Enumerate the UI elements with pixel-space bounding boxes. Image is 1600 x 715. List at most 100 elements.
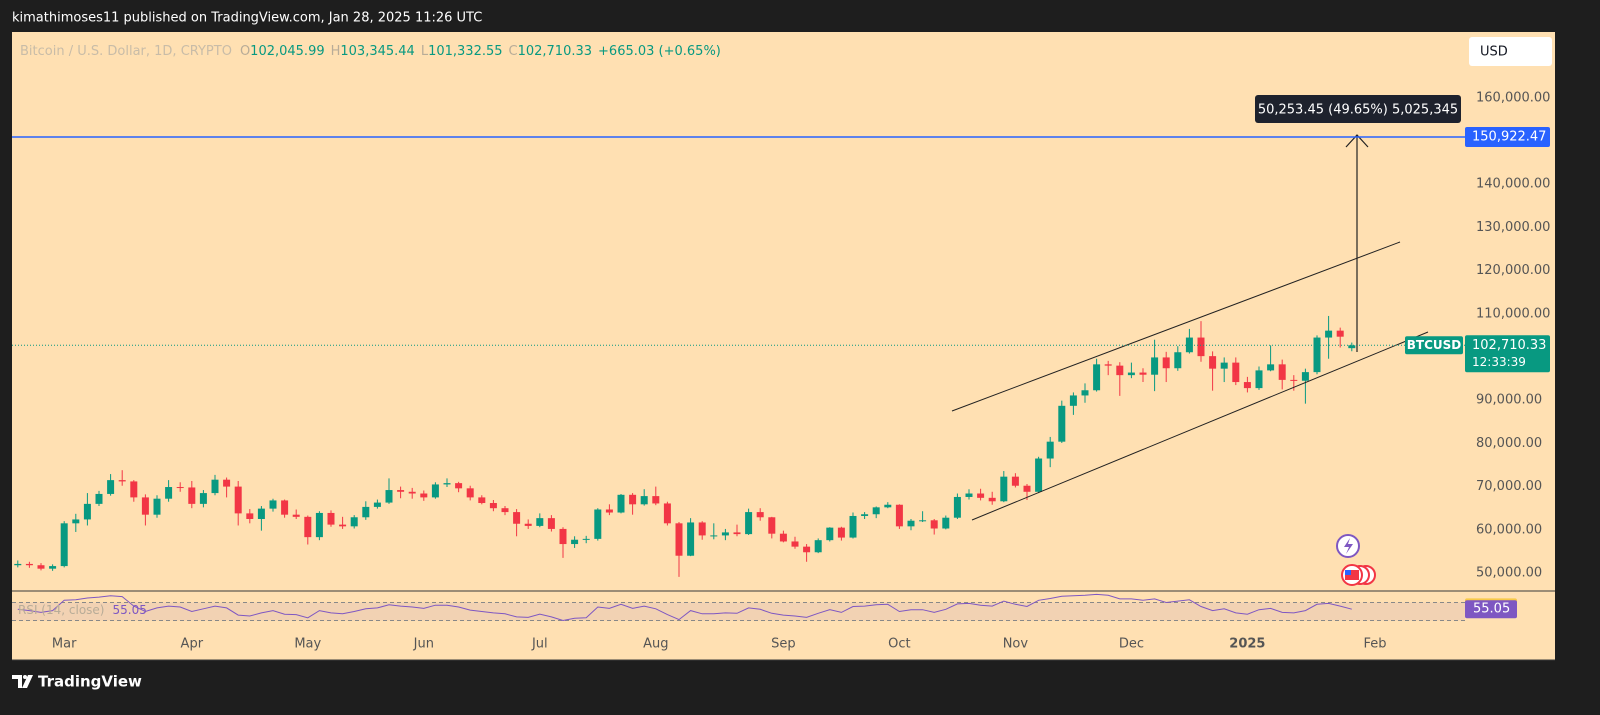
logo-dot: [23, 675, 27, 679]
logo-mark: [12, 675, 22, 688]
flag-canton: [1345, 570, 1351, 575]
candle-body: [977, 493, 985, 498]
rsi-value-label: 55.05: [1473, 602, 1510, 617]
y-tick-label: 130,000.00: [1476, 220, 1550, 235]
currency-button[interactable]: [1469, 37, 1552, 66]
candle-body: [884, 504, 892, 508]
candle-body: [1290, 379, 1298, 381]
flag: [1345, 570, 1359, 580]
rsi-band: [12, 602, 1465, 621]
candle-body: [1127, 372, 1135, 376]
candle-body: [1000, 476, 1008, 502]
candle-body: [1174, 352, 1182, 369]
candle-body: [60, 523, 68, 567]
candle-body: [826, 527, 834, 541]
candle-body: [1139, 372, 1147, 375]
candle-body: [455, 483, 463, 489]
candle-body: [1093, 364, 1101, 391]
candle-body: [617, 494, 625, 513]
candle-body: [605, 509, 613, 513]
y-tick-label: 80,000.00: [1476, 436, 1542, 451]
candle-body: [431, 484, 439, 498]
candle-body: [1104, 364, 1112, 366]
candle-body: [582, 538, 590, 540]
candle-body: [930, 520, 938, 529]
candle-body: [327, 512, 335, 525]
candle-body: [1243, 382, 1251, 389]
brand: TradingView: [38, 673, 142, 691]
lightning: [1344, 538, 1353, 554]
candle-body: [199, 493, 207, 504]
candle-body: [907, 520, 915, 527]
ohlc-value: 102,710.33: [518, 44, 592, 59]
candle-body: [1301, 372, 1309, 381]
symbol-tag-label: BTCUSD: [1407, 338, 1462, 352]
candle-body: [501, 508, 509, 513]
candle-body: [1058, 405, 1066, 442]
logo: TradingView: [12, 673, 142, 691]
x-tick-label: Jul: [531, 637, 548, 652]
rsi-value: 55.05: [112, 603, 146, 617]
candle-body: [420, 493, 428, 498]
currency-label: USD: [1480, 45, 1508, 60]
candle-body: [350, 517, 358, 527]
candle-body: [1325, 330, 1333, 338]
candle-body: [1255, 370, 1263, 389]
candle-body: [223, 479, 231, 487]
channel-lower: [971, 331, 1429, 521]
x-tick-label: Sep: [771, 637, 796, 652]
candle-body: [629, 494, 637, 505]
candle-body: [513, 512, 521, 524]
y-tick-label: 50,000.00: [1476, 565, 1542, 580]
candle-body: [489, 503, 497, 509]
candle-body: [733, 532, 741, 535]
candle-body: [130, 481, 138, 498]
candle-body: [1023, 485, 1031, 492]
x-tick-label: 2025: [1229, 637, 1265, 652]
x-tick-label: Jun: [413, 637, 434, 652]
candle-body: [861, 514, 869, 516]
rsi-legend: RSI (14, close) 55.05: [18, 603, 147, 617]
last-price-box: [1465, 335, 1550, 373]
candle-body: [466, 488, 474, 498]
candle-body: [756, 512, 764, 518]
candle-body: [942, 517, 950, 529]
x-tick-label: May: [294, 637, 321, 652]
candle-body: [1046, 441, 1054, 459]
icons: [1336, 534, 1376, 586]
candle-body: [478, 497, 486, 504]
candle-body: [895, 504, 903, 527]
candle-body: [640, 496, 648, 505]
candles: [14, 315, 1356, 577]
ohlc-key: O: [240, 44, 250, 59]
rsi-line: [17, 593, 1352, 622]
candle-body: [675, 523, 683, 556]
candle-body: [373, 502, 381, 507]
candle-body: [988, 497, 996, 502]
candle-body: [687, 522, 695, 556]
candle-body: [803, 546, 811, 553]
candle-body: [1069, 395, 1077, 406]
candle-body: [1162, 357, 1170, 369]
y-tick-label: 140,000.00: [1476, 177, 1550, 192]
x-tick-label: Feb: [1363, 637, 1386, 652]
rsi-axis: 59.1355.05: [1465, 598, 1517, 619]
chart-area: [12, 32, 1555, 660]
candle-body: [1081, 390, 1089, 396]
candle-body: [246, 513, 254, 519]
candle-body: [385, 490, 393, 503]
candle-body: [1035, 458, 1043, 492]
candle-body: [1267, 364, 1275, 371]
candle-body: [663, 503, 671, 524]
logo-slash: [22, 675, 33, 688]
symbol-tag: [1405, 336, 1463, 355]
candle-body: [37, 565, 45, 569]
target-price-box: [1465, 127, 1550, 148]
candle-body: [1336, 330, 1344, 337]
candle-body: [362, 506, 370, 518]
measure-label: 50,253.45 (49.65%) 5,025,345: [1258, 103, 1458, 118]
candle-body: [698, 522, 706, 536]
arrow-head: [1345, 134, 1369, 148]
ohlc-key: L: [421, 44, 429, 59]
y-tick-label: 90,000.00: [1476, 393, 1542, 408]
